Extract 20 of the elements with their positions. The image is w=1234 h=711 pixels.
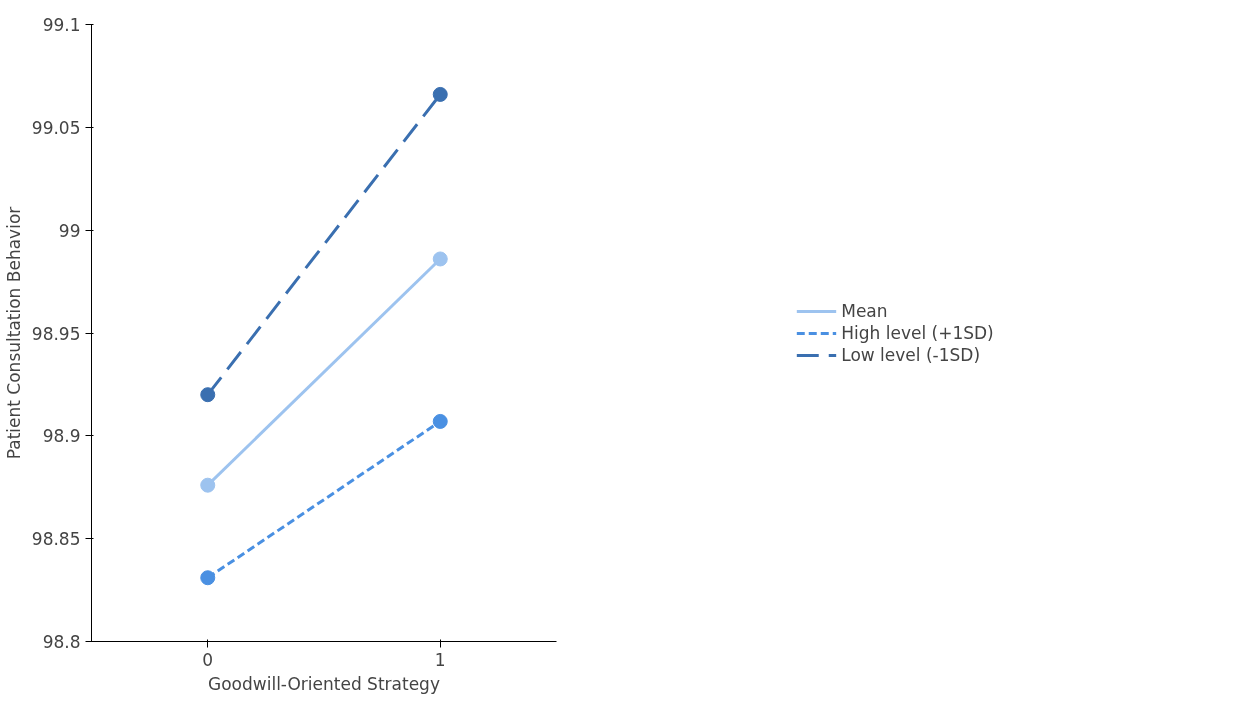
y-tick-label: 99.1 <box>42 15 81 35</box>
y-tick-label: 98.85 <box>31 529 81 550</box>
x-tick-label: 1 <box>434 649 446 670</box>
y-tick-label: 98.8 <box>42 632 81 652</box>
point <box>200 570 216 586</box>
y-tick-label: 98.95 <box>31 323 81 344</box>
y-tick-label: 99 <box>58 220 81 241</box>
legend-label: Mean <box>841 300 888 321</box>
legend-label: Low level (-1SD) <box>841 344 981 365</box>
y-tick-label: 99.05 <box>31 117 81 138</box>
y-axis-title: Patient Consultation Behavior <box>3 206 24 460</box>
x-axis-title: Goodwill-Oriented Strategy <box>208 673 440 694</box>
point <box>432 86 448 102</box>
point <box>432 251 448 267</box>
point <box>200 477 216 493</box>
x-tick-label: 0 <box>202 649 214 670</box>
point <box>432 413 448 429</box>
y-tick-label: 98.9 <box>42 426 81 447</box>
point <box>200 387 216 403</box>
legend-label: High level (+1SD) <box>841 322 994 343</box>
